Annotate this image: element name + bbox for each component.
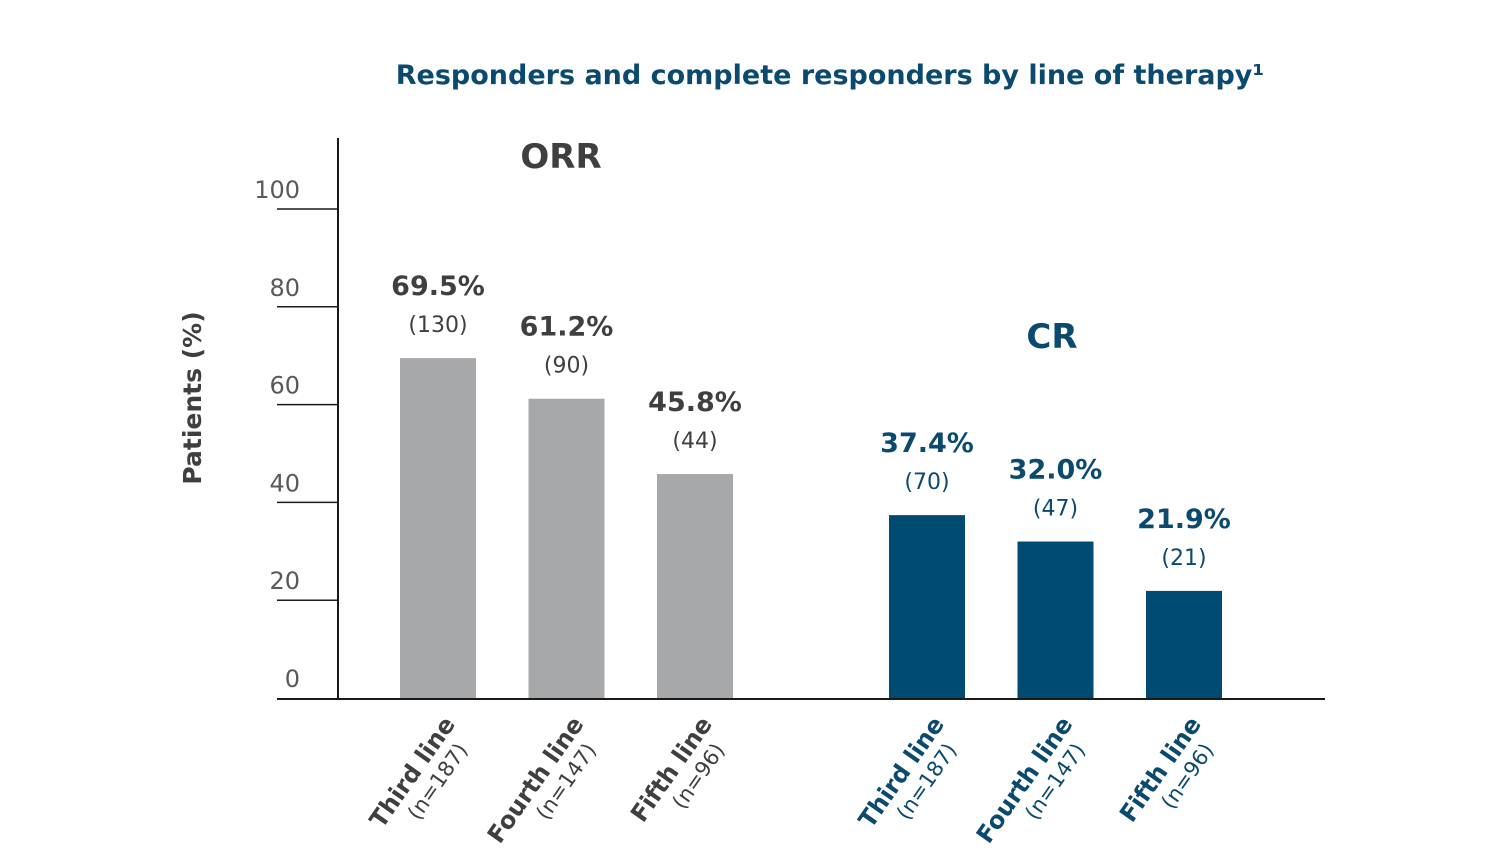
category-label: Fourth line(n=147) — [971, 711, 1090, 848]
value-label: 37.4% — [880, 428, 974, 459]
category-label: Fourth line(n=147) — [482, 711, 601, 848]
y-tick-label: 0 — [285, 665, 300, 693]
category-label: Fifth line(n=96) — [625, 711, 729, 827]
bar-cr-1 — [889, 515, 965, 698]
chart-title: Responders and complete responders by li… — [396, 60, 1264, 91]
value-label: 69.5% — [391, 271, 485, 302]
bar-orr-2 — [528, 398, 605, 698]
bar-orr-3 — [657, 474, 733, 698]
count-label: (47) — [1033, 497, 1078, 522]
y-tick-label: 80 — [269, 274, 300, 302]
group-label-cr: CR — [1026, 317, 1077, 357]
value-label: 21.9% — [1137, 504, 1231, 535]
group-label-orr: ORR — [520, 137, 601, 177]
bar-cr-2 — [1017, 541, 1094, 698]
y-tick-label: 60 — [269, 372, 300, 400]
category-label: Fifth line(n=96) — [1114, 711, 1218, 827]
y-axis-label: Patients (%) — [178, 311, 207, 484]
y-tick-label: 40 — [269, 469, 300, 497]
count-label: (130) — [408, 313, 467, 338]
count-label: (21) — [1161, 546, 1206, 571]
y-tick-label: 20 — [269, 567, 300, 595]
count-label: (44) — [672, 429, 717, 454]
y-tick-label: 100 — [254, 176, 300, 204]
labels: ORR 69.5% (130) Third line(n=187) 61.2% (90) F… — [364, 137, 1231, 848]
bar-orr-1 — [400, 358, 476, 698]
category-label: Third line(n=187) — [364, 711, 472, 833]
category-label: Third line(n=187) — [853, 711, 961, 833]
axes: 0 20 40 60 80 100 — [254, 138, 1325, 700]
count-label: (90) — [544, 354, 589, 379]
value-label: 45.8% — [648, 387, 742, 418]
bar-cr-3 — [1146, 590, 1222, 698]
value-label: 32.0% — [1009, 455, 1103, 486]
value-label: 61.2% — [520, 312, 614, 343]
count-label: (70) — [904, 470, 949, 495]
bars — [400, 358, 1222, 698]
